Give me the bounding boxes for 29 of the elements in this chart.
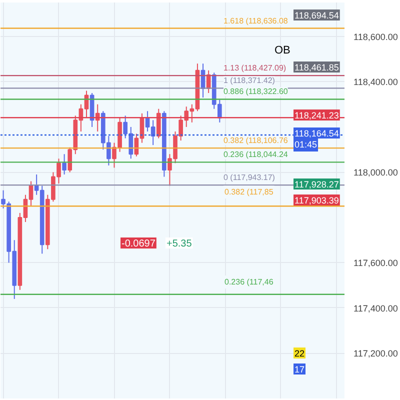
ref-line-label: 0 (117,943.17) <box>224 173 276 182</box>
annotation: 22 <box>294 348 305 358</box>
ref-line-label: 0.382 (118,106.76 <box>224 136 288 146</box>
ref-line-label: 1 (118,371.42) <box>224 76 276 86</box>
annotation: -0.0697 <box>122 238 156 250</box>
y-tick-label: 118,000.00 <box>354 168 398 178</box>
annotation: 118,164.54 <box>294 128 339 138</box>
annotation: 01:45 <box>294 140 318 150</box>
annotation: OB <box>274 44 290 56</box>
y-tick-label: 118,600.00 <box>354 32 398 42</box>
y-tick-label: 118,400.00 <box>354 77 398 88</box>
annotation: 118,461.85 <box>294 62 339 72</box>
annotation: 118,241.23 <box>294 110 339 120</box>
annotation: 117,903.39 <box>294 196 339 206</box>
candlestick <box>62 154 66 175</box>
y-tick-label: 117,600.00 <box>354 258 398 268</box>
ref-line-label: 0.886 (118,322.60 <box>224 87 288 96</box>
annotation: 0.236 (117,46 <box>224 278 274 286</box>
candlestick <box>156 108 161 139</box>
annotation: 117,928.27 <box>294 180 339 190</box>
y-tick-label: 117,400.00 <box>354 303 398 314</box>
y-tick-label: 117,200.00 <box>354 348 398 359</box>
annotation: 0.382 (117,85 <box>224 188 274 196</box>
annotation: 118,694.54 <box>294 10 339 20</box>
ref-line-label: 0.236 (118,044.24 <box>224 150 288 160</box>
annotation: +5.35 <box>166 238 192 250</box>
ref-line-label: 1.618 (118,636.08 <box>224 16 288 26</box>
ref-line-label: 1.13 (118,427.09) <box>224 64 286 73</box>
annotation: 17 <box>294 364 305 374</box>
